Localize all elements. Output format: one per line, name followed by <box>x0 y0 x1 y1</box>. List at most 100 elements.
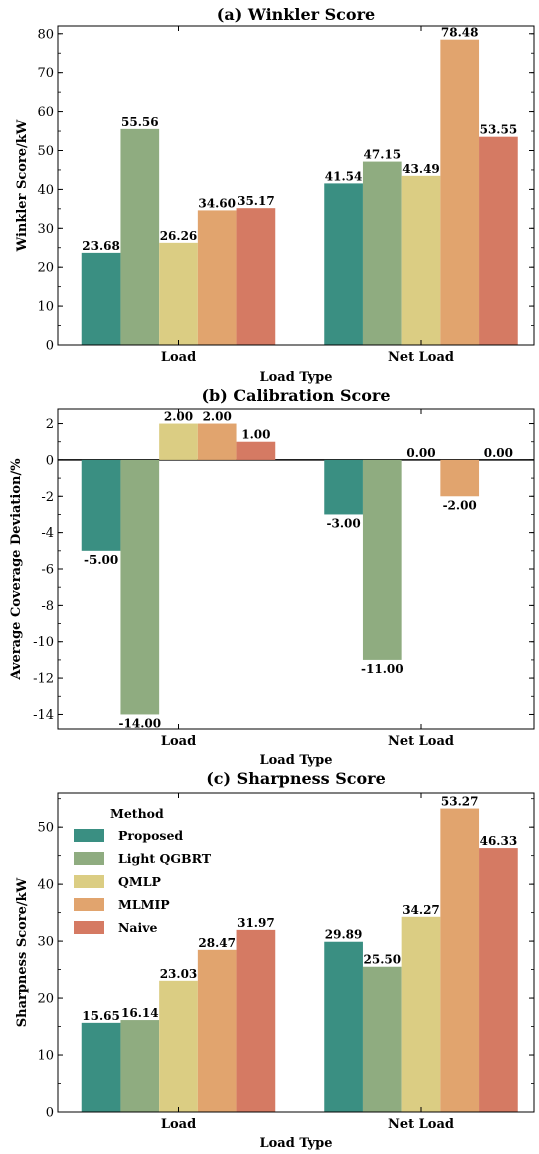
data-label: 29.89 <box>325 928 363 942</box>
chart-panel-2: (c) Sharpness Score 15.65 29.89 16.14 25.50 2… <box>15 769 535 1151</box>
data-label: 0.00 <box>406 446 435 460</box>
y-axis-label: Sharpness Score/kW <box>15 877 30 1027</box>
y-tick-label: 50 <box>37 821 54 836</box>
y-tick-label: 10 <box>37 1049 54 1064</box>
chart-title: (a) Winkler Score <box>217 5 375 24</box>
data-label: 53.27 <box>441 795 479 809</box>
bar-proposed-0 <box>81 252 121 345</box>
bar-qmlp-1 <box>401 175 441 345</box>
bar-proposed-0 <box>81 1022 121 1112</box>
data-label: 53.55 <box>480 123 518 137</box>
data-label: 16.14 <box>121 1006 159 1020</box>
bar-qmlp-1 <box>401 916 441 1112</box>
data-label: -11.00 <box>361 662 404 676</box>
y-tick-label: 0 <box>46 453 54 468</box>
chart-panel-0: (a) Winkler Score 23.68 41.54 55.56 47.15 26.… <box>15 5 535 385</box>
y-tick-label: 30 <box>37 222 54 237</box>
x-tick-label: Net Load <box>388 1117 454 1132</box>
data-label: -3.00 <box>326 516 360 530</box>
data-label: 26.26 <box>160 229 198 243</box>
data-label: 34.27 <box>402 903 440 917</box>
data-label: 46.33 <box>480 834 518 848</box>
bar-naive-1 <box>479 848 518 1112</box>
x-axis-label: Load Type <box>259 1136 332 1151</box>
y-tick-label: -6 <box>41 563 54 578</box>
bar-light-qgbrt-0 <box>120 1020 160 1112</box>
chart-title: (c) Sharpness Score <box>206 769 386 788</box>
bar-proposed-1 <box>324 183 363 345</box>
bar-qmlp-0 <box>159 423 198 460</box>
bar-mlmip-0 <box>197 210 237 345</box>
data-label: 41.54 <box>325 169 363 183</box>
chart-panel-1: (b) Calibration Score -5.00 -3.00 -14.00 -11… <box>9 386 535 768</box>
data-label: 0.00 <box>484 446 513 460</box>
plot-frame <box>57 25 535 346</box>
data-label: 2.00 <box>203 410 232 424</box>
legend-label: Naive <box>118 920 158 935</box>
y-tick-label: 0 <box>46 339 54 354</box>
data-label: -5.00 <box>84 553 118 567</box>
y-tick-label: 20 <box>37 992 54 1007</box>
x-tick-label: Load <box>161 734 196 749</box>
y-axis-label: Average Coverage Deviation/% <box>9 458 24 681</box>
bar-qmlp-0 <box>159 242 198 345</box>
bar-proposed-0 <box>81 459 121 551</box>
y-tick-label: 40 <box>37 183 54 198</box>
bar-light-qgbrt-0 <box>120 128 160 345</box>
y-tick-label: -12 <box>33 672 54 687</box>
chart-title: (b) Calibration Score <box>201 386 390 405</box>
plot-frame <box>57 792 535 1113</box>
legend-swatch-light-qgbrt <box>74 852 104 865</box>
legend-swatch-proposed <box>74 829 104 842</box>
y-tick-label: 60 <box>37 105 54 120</box>
y-tick-label: -4 <box>41 526 54 541</box>
bar-mlmip-0 <box>197 949 237 1112</box>
y-tick-label: 40 <box>37 878 54 893</box>
data-label: 55.56 <box>121 115 159 129</box>
data-label: 15.65 <box>82 1009 120 1023</box>
data-label: 1.00 <box>241 428 270 442</box>
bar-mlmip-0 <box>197 423 237 460</box>
bar-mlmip-1 <box>440 459 480 497</box>
y-tick-label: 20 <box>37 261 54 276</box>
y-axis-label: Winkler Score/kW <box>15 119 30 252</box>
y-tick-label: 30 <box>37 935 54 950</box>
y-tick-label: 10 <box>37 300 54 315</box>
y-tick-label: -10 <box>33 635 54 650</box>
bar-mlmip-1 <box>440 808 480 1112</box>
data-label: 47.15 <box>364 148 402 162</box>
bar-light-qgbrt-0 <box>120 459 160 715</box>
x-tick-label: Net Load <box>388 350 454 365</box>
y-tick-label: 2 <box>46 417 54 432</box>
data-label: 31.97 <box>237 916 275 930</box>
bar-qmlp-0 <box>159 980 198 1112</box>
x-axis-label: Load Type <box>259 753 332 768</box>
bar-proposed-1 <box>324 941 363 1112</box>
legend-title: Method <box>110 806 164 821</box>
data-label: 28.47 <box>198 936 236 950</box>
bar-light-qgbrt-1 <box>362 161 402 345</box>
data-label: 23.03 <box>160 967 198 981</box>
bar-naive-0 <box>236 208 276 345</box>
legend-swatch-naive <box>74 921 104 934</box>
bar-naive-1 <box>479 136 518 345</box>
bar-naive-0 <box>236 929 276 1112</box>
data-label: -14.00 <box>119 716 162 730</box>
legend-label: Proposed <box>118 828 183 843</box>
data-label: 34.60 <box>198 196 236 210</box>
bar-mlmip-1 <box>440 39 480 345</box>
data-label: 25.50 <box>364 953 402 967</box>
x-axis-label: Load Type <box>259 370 332 385</box>
bar-light-qgbrt-1 <box>362 966 402 1112</box>
data-label: -2.00 <box>443 498 477 512</box>
y-tick-label: 50 <box>37 144 54 159</box>
x-tick-label: Net Load <box>388 734 454 749</box>
y-tick-label: -14 <box>33 708 54 723</box>
legend-label: QMLP <box>118 874 162 889</box>
y-tick-label: 80 <box>37 27 54 42</box>
bar-light-qgbrt-1 <box>362 459 402 660</box>
bar-proposed-1 <box>324 459 363 515</box>
y-tick-label: 70 <box>37 66 54 81</box>
data-label: 43.49 <box>402 162 440 176</box>
